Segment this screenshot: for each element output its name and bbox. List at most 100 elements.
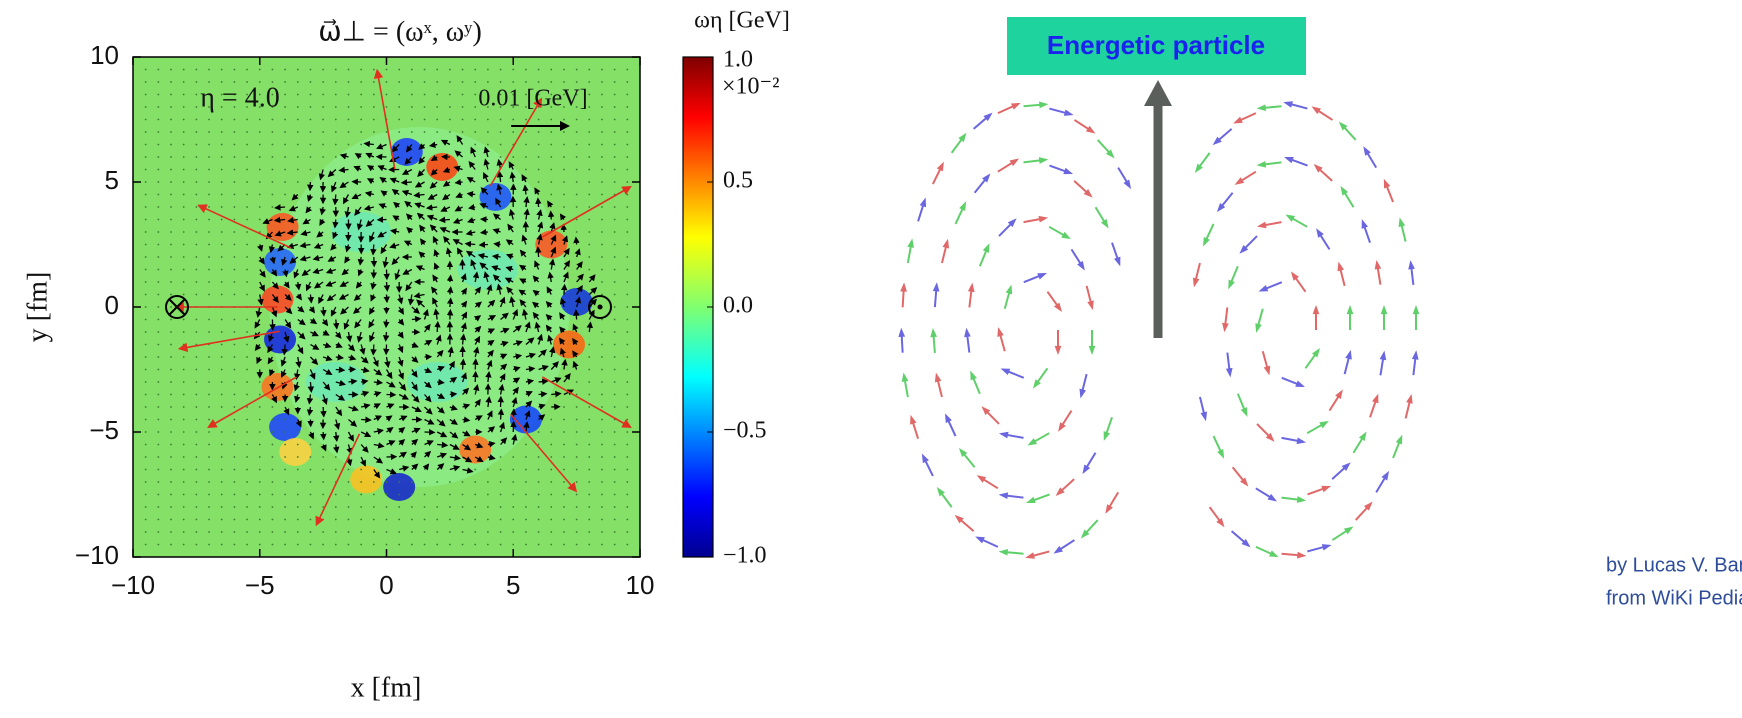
grid-dot	[271, 156, 274, 158]
vector-arrow	[465, 229, 476, 236]
vector-arrow	[495, 197, 502, 208]
grid-dot	[157, 293, 160, 296]
grid-dot	[296, 143, 299, 146]
vector-arrow	[588, 287, 598, 295]
vector-arrow	[326, 293, 337, 302]
vector-arrow	[424, 406, 433, 415]
grid-dot	[613, 281, 616, 283]
vector-arrow	[538, 403, 546, 410]
vector-arrow	[459, 358, 467, 370]
grid-dot	[309, 143, 312, 146]
vector-arrow	[475, 442, 484, 449]
grid-dot	[372, 68, 375, 71]
vector-arrow	[462, 416, 471, 423]
grid-dot	[246, 268, 248, 271]
grid-dot	[208, 443, 210, 446]
grid-dot	[461, 481, 464, 483]
vector-arrow	[320, 306, 327, 317]
grid-dot	[550, 456, 553, 458]
grid-dot	[271, 106, 274, 108]
colorbar-label: ωη [GeV]	[694, 8, 790, 34]
grid-dot	[613, 368, 616, 371]
grid-dot	[182, 168, 185, 171]
grid-dot	[220, 506, 223, 508]
vector-arrow	[373, 403, 381, 410]
vector-arrow	[492, 274, 502, 283]
vector-arrow	[293, 269, 300, 279]
grid-dot	[233, 443, 236, 446]
grid-dot	[537, 131, 540, 133]
flow-arrow	[373, 68, 396, 170]
grid-dot	[360, 543, 363, 546]
x-tick-label: 10	[626, 570, 655, 600]
vector-arrow	[373, 456, 384, 464]
grid-dot	[296, 518, 299, 521]
vector-arrow	[513, 353, 523, 360]
vector-arrow	[404, 200, 413, 208]
field-arrow-head	[936, 487, 945, 497]
grid-dot	[144, 331, 147, 333]
grid-dot	[271, 456, 274, 458]
grid-dot	[588, 168, 591, 171]
grid-dot	[246, 106, 248, 108]
vector-arrow	[351, 193, 362, 200]
grid-dot	[626, 518, 629, 521]
grid-dot	[220, 68, 223, 71]
grid-dot	[550, 493, 553, 496]
grid-dot	[512, 456, 515, 458]
grid-dot	[525, 456, 527, 458]
grid-dot	[233, 206, 236, 208]
vector-arrow	[413, 292, 425, 299]
grid-dot	[410, 506, 413, 508]
field-arrow-head	[1000, 368, 1011, 376]
grid-dot	[372, 118, 375, 121]
grid-dot	[410, 118, 413, 121]
vector-arrow	[496, 283, 503, 295]
vector-arrow	[319, 218, 326, 227]
field-arrow-head	[1038, 215, 1049, 223]
vector-arrow	[500, 312, 509, 321]
vector-arrow	[282, 269, 289, 278]
grid-dot	[208, 143, 210, 146]
grid-dot	[537, 518, 540, 521]
vector-arrow	[434, 320, 441, 333]
vector-arrow	[468, 160, 476, 170]
grid-dot	[246, 481, 248, 483]
vector-arrow	[422, 309, 429, 320]
grid-dot	[144, 293, 147, 296]
grid-dot	[613, 456, 616, 458]
grid-dot	[626, 243, 629, 246]
grid-dot	[588, 256, 591, 258]
grid-dot	[220, 93, 223, 96]
grid-dot	[448, 543, 451, 546]
grid-dot	[233, 368, 236, 371]
field-arrow-head	[998, 548, 1009, 556]
grid-dot	[601, 506, 603, 508]
field-arrow-head	[934, 372, 942, 383]
vector-arrow	[413, 191, 425, 199]
grid-dot	[613, 293, 616, 296]
vector-arrow	[391, 144, 400, 153]
vector-arrow	[386, 381, 396, 388]
vector-arrow	[259, 269, 266, 278]
grid-dot	[601, 281, 603, 283]
grid-dot	[575, 93, 578, 96]
grid-dot	[284, 143, 286, 146]
grid-dot	[398, 531, 401, 533]
grid-dot	[461, 81, 464, 83]
vector-arrow	[547, 334, 554, 345]
grid-dot	[296, 531, 299, 533]
grid-dot	[436, 93, 439, 96]
vector-arrow	[403, 240, 413, 247]
grid-dot	[626, 468, 629, 471]
grid-dot	[233, 431, 236, 433]
grid-dot	[322, 118, 325, 121]
grid-dot	[271, 543, 274, 546]
vector-arrow	[332, 319, 340, 330]
grid-dot	[170, 518, 172, 521]
grid-dot	[436, 131, 439, 133]
grid-dot	[601, 518, 603, 521]
grid-dot	[461, 531, 464, 533]
grid-dot	[537, 481, 540, 483]
vector-arrow	[356, 331, 364, 343]
